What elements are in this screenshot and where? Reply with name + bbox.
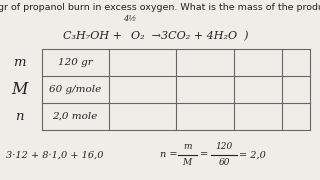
Text: O₂  →3CO₂ + 4H₂O  ): O₂ →3CO₂ + 4H₂O ) [131,31,249,41]
Text: 60: 60 [218,158,230,167]
Text: m: m [13,56,26,69]
Text: 3·12 + 8·1,0 + 16,0: 3·12 + 8·1,0 + 16,0 [6,150,104,159]
Text: 120 gr: 120 gr [58,58,92,67]
Text: 120: 120 [215,142,233,151]
Text: n =: n = [160,150,178,159]
Text: C₃H₇OH +: C₃H₇OH + [63,31,122,41]
Text: M: M [183,158,192,167]
Text: = 2,0: = 2,0 [239,150,266,159]
Text: 120 gr of propanol burn in excess oxygen. What is the mass of the products?: 120 gr of propanol burn in excess oxygen… [0,3,320,12]
Text: M: M [11,81,28,98]
Text: =: = [200,150,208,159]
Text: 2,0 mole: 2,0 mole [52,112,98,121]
Text: 60 g/mole: 60 g/mole [49,85,101,94]
Text: m: m [183,142,191,151]
Text: n: n [15,110,23,123]
Text: 4½: 4½ [123,15,136,23]
